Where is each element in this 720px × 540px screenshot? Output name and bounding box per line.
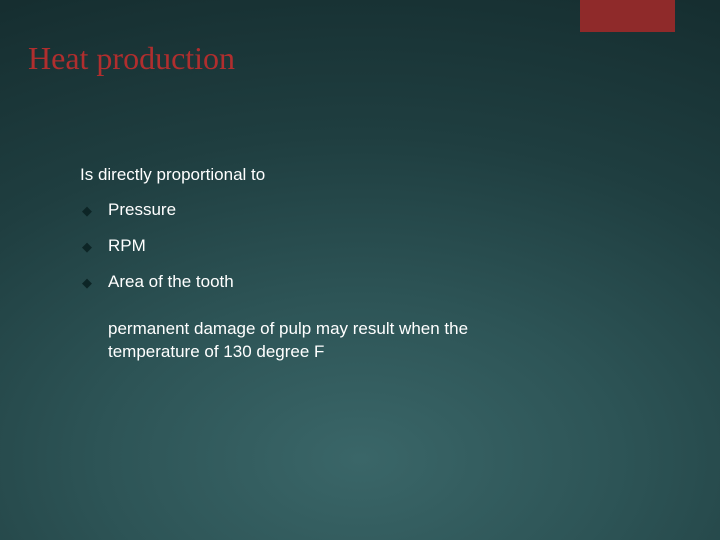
accent-bar bbox=[580, 0, 675, 32]
list-item: ◆ Pressure bbox=[80, 200, 234, 220]
note-text: permanent damage of pulp may result when… bbox=[108, 318, 538, 364]
bullet-label: RPM bbox=[108, 236, 146, 256]
bullet-label: Pressure bbox=[108, 200, 176, 220]
bullet-list: ◆ Pressure ◆ RPM ◆ Area of the tooth bbox=[80, 200, 234, 308]
intro-text: Is directly proportional to bbox=[80, 165, 265, 185]
diamond-bullet-icon: ◆ bbox=[80, 240, 94, 253]
list-item: ◆ Area of the tooth bbox=[80, 272, 234, 292]
list-item: ◆ RPM bbox=[80, 236, 234, 256]
diamond-bullet-icon: ◆ bbox=[80, 276, 94, 289]
bullet-label: Area of the tooth bbox=[108, 272, 234, 292]
slide-title: Heat production bbox=[28, 40, 235, 77]
slide: Heat production Is directly proportional… bbox=[0, 0, 720, 540]
diamond-bullet-icon: ◆ bbox=[80, 204, 94, 217]
